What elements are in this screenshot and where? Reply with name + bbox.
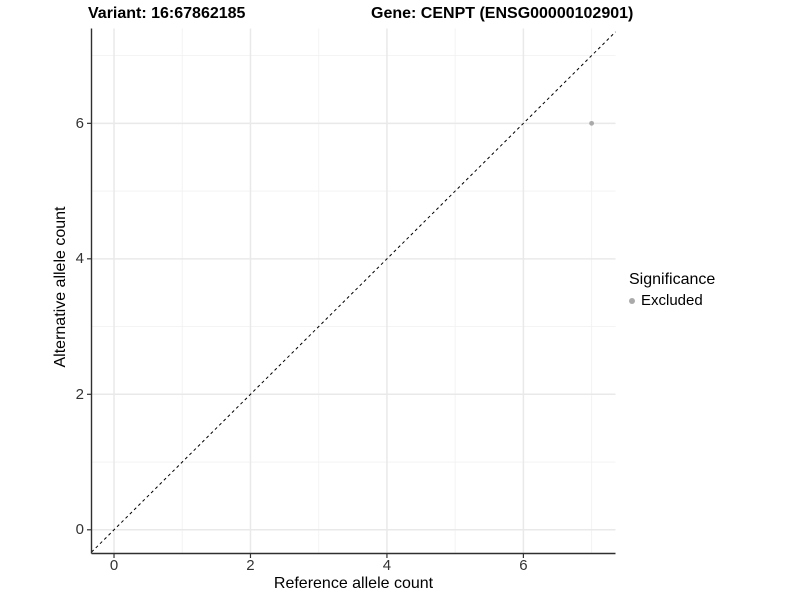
x-tick-label-2: 2 xyxy=(246,557,255,574)
x-axis-title: Reference allele count xyxy=(273,575,434,592)
y-tick-label-0: 0 xyxy=(75,521,84,539)
y-axis-title: Alternative allele count xyxy=(52,206,69,368)
legend-item-excluded: Excluded xyxy=(629,292,715,309)
y-tick-label-4: 4 xyxy=(75,250,84,268)
legend-title: Significance xyxy=(629,271,716,288)
legend: Significance Excluded xyxy=(629,270,715,309)
x-tick-label-6: 6 xyxy=(519,557,528,574)
identity-reference-line xyxy=(91,31,616,553)
y-tick-label-6: 6 xyxy=(75,114,84,132)
x-tick-label-4: 4 xyxy=(382,557,392,574)
plot-title-variant: Variant: 16:67862185 xyxy=(88,5,246,22)
plot-title-gene: Gene: CENPT (ENSG00000102901) xyxy=(371,5,634,22)
legend-point-swatch xyxy=(629,297,635,304)
legend-item-label: Excluded xyxy=(641,292,703,309)
data-point xyxy=(589,120,595,126)
x-tick-label-0: 0 xyxy=(109,557,119,574)
y-tick-label-2: 2 xyxy=(75,385,84,403)
